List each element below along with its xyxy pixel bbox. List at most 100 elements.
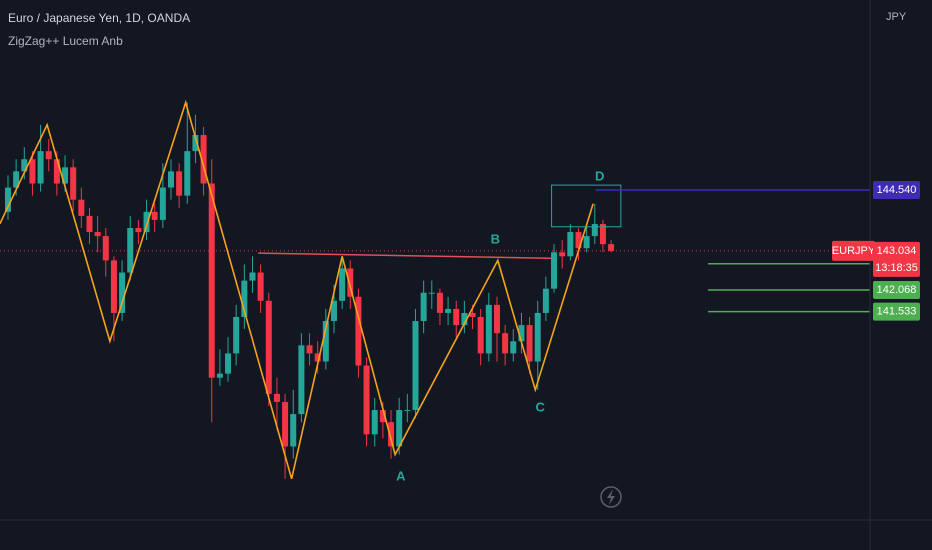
- level-label: 142.068: [877, 284, 917, 296]
- candle-body: [273, 393, 280, 402]
- trendline: [258, 252, 555, 260]
- candle-body: [493, 304, 500, 334]
- candle-body: [526, 325, 533, 362]
- candle-body: [412, 321, 419, 411]
- candle-body: [599, 223, 606, 245]
- target-box: [551, 184, 622, 228]
- candle-body: [379, 410, 386, 423]
- candle-body: [404, 410, 411, 412]
- candle-body: [567, 232, 574, 257]
- candle-body: [257, 272, 264, 301]
- candle-body: [559, 252, 566, 257]
- level-tag: [873, 180, 920, 199]
- candle-body: [339, 268, 346, 301]
- candle-body: [249, 272, 256, 281]
- candle-body: [241, 280, 248, 318]
- candle-body: [436, 292, 443, 313]
- pattern-label: C: [535, 399, 545, 414]
- candle-body: [551, 252, 558, 289]
- candle-body: [13, 171, 20, 188]
- candle-body: [110, 260, 117, 313]
- chart-title: Euro / Japanese Yen, 1D, OANDA: [8, 11, 190, 25]
- candle-body: [159, 187, 166, 220]
- candle-body: [388, 422, 395, 447]
- candle-body: [200, 134, 207, 184]
- candle-body: [216, 373, 223, 378]
- candle-body: [428, 292, 435, 294]
- candle-body: [53, 159, 60, 184]
- candle-body: [45, 151, 52, 160]
- candle-body: [21, 159, 28, 172]
- candle-body: [355, 296, 362, 366]
- candle-body: [143, 211, 150, 233]
- candle-body: [4, 187, 11, 212]
- level-tag: [873, 280, 920, 299]
- symbol-tag: [832, 240, 875, 261]
- candle-body: [184, 151, 191, 196]
- candle-body: [29, 159, 36, 184]
- pattern-label: B: [491, 232, 500, 247]
- candle-body: [330, 300, 337, 322]
- candle-body: [461, 312, 468, 326]
- candle-body: [518, 325, 525, 342]
- candle-body: [542, 288, 549, 313]
- price-tag: [873, 241, 920, 277]
- candle-body: [477, 317, 484, 354]
- candle-body: [453, 308, 460, 326]
- symbol-label: EURJPY: [832, 245, 876, 257]
- icon-bolt[interactable]: [607, 489, 615, 505]
- level-label: 144.540: [877, 184, 917, 196]
- candle-body: [62, 167, 69, 184]
- candle-body: [371, 410, 378, 435]
- candle-body: [94, 232, 101, 237]
- currency-label: JPY: [886, 11, 907, 23]
- candle-body: [167, 171, 174, 188]
- candle-body: [70, 167, 77, 200]
- candle-body: [363, 365, 370, 435]
- candle-body: [37, 151, 44, 184]
- candle-body: [608, 244, 615, 251]
- candle-body: [502, 333, 509, 354]
- candle-body: [265, 300, 272, 394]
- level-tag: [873, 302, 920, 321]
- candle-body: [420, 292, 427, 322]
- candle-body: [151, 211, 158, 220]
- icon-circle[interactable]: [600, 486, 622, 508]
- candle-body: [396, 410, 403, 447]
- candle-body: [534, 312, 541, 362]
- plot: A B C D: [0, 99, 870, 484]
- candle-body: [347, 268, 354, 297]
- level-label: 141.533: [877, 306, 917, 318]
- candle-body: [314, 353, 321, 362]
- candle-body: [208, 183, 215, 378]
- candle-body: [298, 345, 305, 415]
- replay-icon[interactable]: [600, 486, 622, 508]
- candle-body: [86, 215, 93, 233]
- candle-body: [510, 341, 517, 354]
- pattern-label: A: [396, 469, 406, 484]
- countdown-label: 13:18:35: [875, 262, 918, 274]
- axes: 144.540142.717142.068141.533EURJPY143.03…: [832, 180, 920, 321]
- candle-body: [119, 272, 126, 313]
- candle-body: [583, 236, 590, 249]
- indicator-name: ZigZag++ Lucem Anb: [8, 34, 123, 48]
- candle-body: [192, 134, 199, 152]
- candle-body: [135, 228, 142, 233]
- candle-body: [176, 171, 183, 196]
- candle-body: [233, 317, 240, 354]
- price-label: 143.034: [877, 245, 917, 257]
- candle-body: [282, 401, 289, 447]
- candle-body: [102, 236, 109, 261]
- candle-body: [591, 223, 598, 237]
- candle-body: [469, 312, 476, 318]
- pattern-label: D: [595, 168, 604, 183]
- candle-body: [127, 228, 134, 273]
- candle-body: [445, 308, 452, 313]
- zigzag-line: [0, 99, 594, 480]
- candle-body: [575, 232, 582, 249]
- candle-body: [306, 345, 313, 354]
- candle-body: [485, 304, 492, 354]
- candle-body: [225, 353, 232, 374]
